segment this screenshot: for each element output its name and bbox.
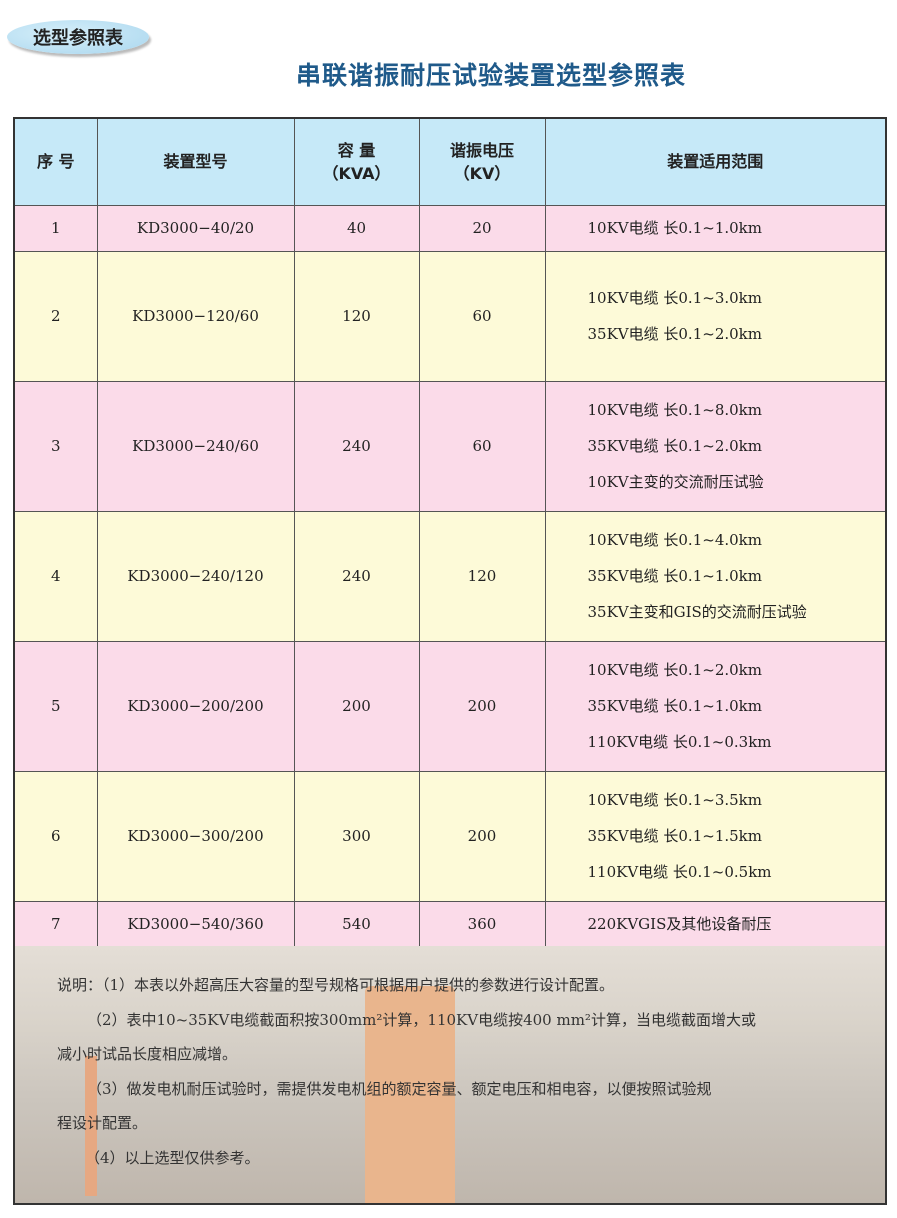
header-capacity-label: 容 量: [337, 140, 376, 160]
cell-model: KD3000−120/60: [96, 250, 295, 382]
scope-line: 35KV电缆 长0.1~1.0km: [587, 567, 763, 585]
cell-voltage: 60: [418, 380, 546, 512]
scope-line: 10KV电缆 长0.1~1.0km: [587, 219, 763, 237]
scope-line: 110KV电缆 长0.1~0.3km: [587, 733, 772, 751]
scope-line: 35KV电缆 长0.1~1.0km: [587, 697, 763, 715]
cell-scope: 10KV电缆 长0.1~8.0km 35KV电缆 长0.1~2.0km 10KV主变…: [544, 380, 887, 512]
table-row: 3 KD3000−240/60 240 60 10KV电缆 长0.1~8.0km 35KV…: [13, 380, 887, 512]
cell-scope: 10KV电缆 长0.1~2.0km 35KV电缆 长0.1~1.0km 110KV电…: [544, 640, 887, 772]
page-title: 串联谐振耐压试验装置选型参照表: [295, 61, 686, 90]
note-2-cont: 减小时试品长度相应减增。: [57, 1045, 238, 1063]
scope-line: 10KV电缆 长0.1~3.5km: [587, 791, 763, 809]
scope-line: 110KV电缆 长0.1~0.5km: [587, 863, 772, 881]
scope-line: 35KV电缆 长0.1~2.0km: [587, 437, 763, 455]
cell-voltage: 200: [418, 770, 546, 902]
cell-model: KD3000−200/200: [96, 640, 295, 772]
scope-line: 10KV电缆 长0.1~2.0km: [587, 661, 763, 679]
table-row: 1 KD3000−40/20 40 20 10KV电缆 长0.1~1.0km: [13, 204, 887, 252]
cell-model: KD3000−240/120: [96, 510, 295, 642]
cell-capacity: 200: [293, 640, 420, 772]
note-2: （2）表中10~35KV电缆截面积按300mm²计算，110KV电缆按400 m…: [87, 1010, 756, 1029]
cell-capacity: 240: [293, 510, 420, 642]
cell-voltage: 200: [418, 640, 546, 772]
cell-scope: 10KV电缆 长0.1~1.0km: [544, 204, 887, 252]
cell-seq: 5: [13, 640, 98, 772]
cell-model: KD3000−300/200: [96, 770, 295, 902]
cell-seq: 3: [13, 380, 98, 512]
scope-line: 10KV电缆 长0.1~8.0km: [587, 401, 763, 419]
scope-line: 35KV主变和GIS的交流耐压试验: [587, 603, 807, 621]
cell-seq: 2: [13, 250, 98, 382]
note-1: 说明：（1）本表以外超高压大容量的型号规格可根据用户提供的参数进行设计配置。: [57, 976, 615, 994]
scope-line: 10KV电缆 长0.1~4.0km: [587, 531, 763, 549]
cell-capacity: 120: [293, 250, 420, 382]
notes-panel: 说明：（1）本表以外超高压大容量的型号规格可根据用户提供的参数进行设计配置。 （…: [13, 946, 887, 1205]
cell-scope: 10KV电缆 长0.1~3.0km 35KV电缆 长0.1~2.0km: [544, 250, 887, 382]
header-voltage-unit: （KV）: [453, 163, 511, 183]
cell-scope: 10KV电缆 长0.1~4.0km 35KV电缆 长0.1~1.0km 35KV主变…: [544, 510, 887, 642]
header-scope: 装置适用范围: [544, 117, 887, 206]
cell-capacity: 540: [293, 900, 420, 948]
selection-table: 序 号 装置型号 容 量（KVA） 谐振电压 （KV） 装置适用范围 1 KD300…: [13, 117, 887, 948]
cell-capacity: 40: [293, 204, 420, 252]
cell-model: KD3000−40/20: [96, 204, 295, 252]
cell-scope: 220KVGIS及其他设备耐压: [544, 900, 887, 948]
cell-model: KD3000−540/360: [96, 900, 295, 948]
scope-line: 10KV电缆 长0.1~3.0km: [587, 289, 763, 307]
cell-scope: 10KV电缆 长0.1~3.5km 35KV电缆 长0.1~1.5km 110KV电…: [544, 770, 887, 902]
note-3-cont: 程设计配置。: [57, 1114, 148, 1132]
cell-voltage: 20: [418, 204, 546, 252]
section-badge: 选型参照表: [7, 20, 149, 54]
table-row: 2 KD3000−120/60 120 60 10KV电缆 长0.1~3.0km 35KV…: [13, 250, 887, 382]
header-voltage: 谐振电压 （KV）: [418, 117, 546, 206]
cell-seq: 1: [13, 204, 98, 252]
cell-capacity: 300: [293, 770, 420, 902]
cell-capacity: 240: [293, 380, 420, 512]
cell-voltage: 60: [418, 250, 546, 382]
cell-seq: 7: [13, 900, 98, 948]
table-row: 5 KD3000−200/200 200 200 10KV电缆 长0.1~2.0km 35…: [13, 640, 887, 772]
scope-line: 35KV电缆 长0.1~1.5km: [587, 827, 763, 845]
table-row: 6 KD3000−300/200 300 200 10KV电缆 长0.1~3.5km 35…: [13, 770, 887, 902]
cell-model: KD3000−240/60: [96, 380, 295, 512]
header-model: 装置型号: [96, 117, 295, 206]
note-4: （4）以上选型仅供参考。: [85, 1148, 260, 1167]
cell-voltage: 360: [418, 900, 546, 948]
background-photo-insulator: [365, 986, 455, 1203]
table-row: 4 KD3000−240/120 240 120 10KV电缆 长0.1~4.0km 35…: [13, 510, 887, 642]
table-header: 序 号 装置型号 容 量 （KVA） 谐振电压 （KV） 装置适用范围: [13, 117, 887, 206]
header-capacity: 容 量 （KVA）: [293, 117, 420, 206]
cell-seq: 4: [13, 510, 98, 642]
scope-line: 35KV电缆 长0.1~2.0km: [587, 325, 763, 343]
scope-line: 10KV主变的交流耐压试验: [587, 473, 764, 491]
cell-voltage: 120: [418, 510, 546, 642]
header-voltage-label: 谐振电压: [449, 140, 514, 160]
table-row: 7 KD3000−540/360 540 360 220KVGIS及其他设备耐压: [13, 900, 887, 948]
scope-line: 220KVGIS及其他设备耐压: [587, 914, 772, 933]
cell-seq: 6: [13, 770, 98, 902]
note-3: （3）做发电机耐压试验时，需提供发电机组的额定容量、额定电压和相电容，以便按照试…: [87, 1079, 712, 1098]
background-photo-pole: [85, 1056, 97, 1196]
header-seq: 序 号: [13, 117, 98, 206]
header-capacity-unit: （KVA）: [322, 163, 391, 183]
